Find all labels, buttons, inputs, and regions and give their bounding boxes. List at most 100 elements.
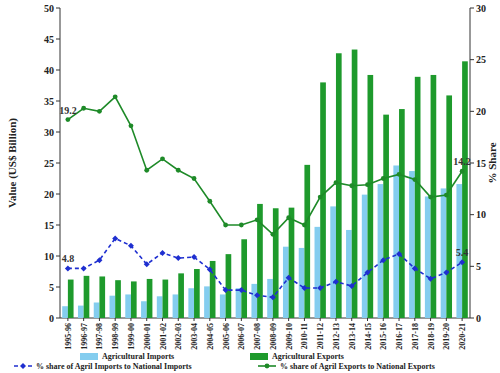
- y2-tick: [470, 59, 474, 60]
- x-tick-label: 1995-96: [64, 323, 73, 350]
- bar: [241, 239, 247, 318]
- x-tick-label: 2001-02: [159, 323, 168, 350]
- legend: Agricultural Imports Agricultural Exports…: [14, 352, 435, 371]
- x-tick-label: 2003-04: [190, 323, 199, 350]
- x-tick: [351, 318, 352, 321]
- x-tick-label: 1997-98: [95, 323, 104, 350]
- bar: [346, 230, 352, 318]
- bar: [320, 82, 326, 318]
- bar: [273, 208, 279, 318]
- marker: [96, 257, 102, 263]
- marker: [443, 270, 449, 276]
- bar: [78, 306, 84, 318]
- marker: [223, 223, 228, 228]
- y-axis-title: Value (US$ Billion): [6, 118, 19, 208]
- x-tick: [288, 318, 289, 321]
- x-tick: [130, 318, 131, 321]
- x-tick: [194, 318, 195, 321]
- y-tick: [56, 101, 60, 102]
- data-label: 5.4: [456, 247, 469, 258]
- bar: [378, 184, 384, 318]
- bar: [141, 301, 147, 318]
- y2-tick: [470, 266, 474, 267]
- marker: [365, 182, 370, 187]
- marker: [396, 251, 402, 257]
- bar: [194, 269, 200, 318]
- bar: [84, 276, 90, 318]
- bar: [289, 208, 295, 318]
- marker: [223, 287, 229, 293]
- bar: [336, 53, 342, 318]
- x-tick: [462, 318, 463, 321]
- marker: [207, 199, 212, 204]
- marker: [459, 259, 465, 265]
- marker: [97, 109, 102, 114]
- bar: [173, 294, 179, 318]
- x-tick-label: 2020-21: [458, 323, 467, 350]
- y-tick-label: 10: [44, 251, 54, 262]
- x-tick: [225, 318, 226, 321]
- line: [68, 238, 462, 297]
- bar: [362, 195, 368, 318]
- y-tick-label: 50: [44, 3, 54, 14]
- y-tick: [56, 132, 60, 133]
- x-tick-label: 2010-11: [300, 323, 309, 349]
- data-labels: 4.85.419.214.2: [59, 105, 471, 265]
- marker: [428, 195, 433, 200]
- y2-tick: [470, 111, 474, 112]
- x-tick-label: 2009-10: [285, 323, 294, 350]
- y2-tick-label: 25: [476, 54, 486, 65]
- x-tick-label: 2017-18: [411, 323, 420, 350]
- x-tick: [414, 318, 415, 321]
- marker: [65, 265, 71, 271]
- marker: [65, 117, 70, 122]
- y-tick-label: 30: [44, 127, 54, 138]
- bar: [330, 206, 336, 318]
- x-tick-label: 2007-08: [253, 323, 262, 350]
- x-tick-label: 2012-13: [332, 323, 341, 350]
- y-tick: [56, 225, 60, 226]
- legend-label: % share of Agril Imports to National Imp…: [36, 362, 192, 371]
- marker: [349, 283, 355, 289]
- marker: [460, 169, 465, 174]
- x-tick-label: 2014-15: [364, 323, 373, 350]
- bar: [226, 254, 232, 318]
- bar: [204, 286, 210, 318]
- y2-tick-label: 5: [476, 261, 481, 272]
- marker: [444, 193, 449, 198]
- x-tick-label: 1998-99: [111, 323, 120, 350]
- y-tick-label: 35: [44, 96, 54, 107]
- legend-swatch: [250, 353, 268, 360]
- x-tick: [367, 318, 368, 321]
- marker: [397, 172, 402, 177]
- x-tick: [115, 318, 116, 321]
- marker: [176, 168, 181, 173]
- x-tick: [257, 318, 258, 321]
- marker: [318, 195, 323, 200]
- bar: [110, 296, 116, 318]
- chart: 05101520253035404550051015202530Value (U…: [0, 0, 500, 373]
- y-tick: [56, 287, 60, 288]
- marker: [412, 265, 418, 271]
- bar: [415, 77, 421, 318]
- bar: [147, 279, 153, 318]
- y-tick-label: 20: [44, 189, 54, 200]
- x-tick-label: 2013-14: [348, 323, 357, 350]
- plot-area: [62, 50, 468, 318]
- marker: [112, 235, 118, 241]
- bar: [399, 109, 405, 318]
- marker: [255, 217, 260, 222]
- marker: [334, 180, 339, 185]
- legend-label: Agricultural Exports: [272, 352, 344, 361]
- marker: [270, 232, 275, 237]
- y-tick: [56, 318, 60, 319]
- marker: [81, 106, 86, 111]
- x-tick-label: 2006-07: [237, 323, 246, 350]
- y2-tick-label: 20: [476, 106, 486, 117]
- marker: [207, 266, 213, 272]
- legend-label: Agricultural Imports: [102, 352, 174, 361]
- x-tick-label: 2008-09: [269, 323, 278, 350]
- bar: [393, 165, 399, 318]
- bar: [462, 61, 468, 318]
- x-tick-label: 1999-00: [127, 323, 136, 350]
